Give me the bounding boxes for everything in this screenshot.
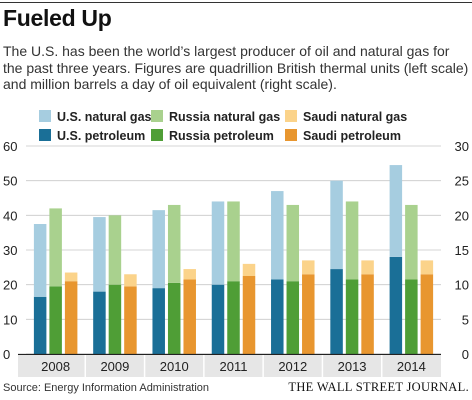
legend-item-us-petroleum: U.S. petroleum [39,129,145,143]
bar-us-natural-gas [389,165,403,257]
left-tick-label: 20 [3,278,17,293]
top-rule [0,2,472,3]
bar-russia-petroleum [108,284,122,354]
left-tick-label: 40 [3,208,17,223]
chart-subtitle: The U.S. has been the world’s largest pr… [3,43,469,92]
bar-us-natural-gas [152,210,165,289]
left-tick-label: 30 [3,243,17,258]
x-tick-label: 2011 [220,359,248,374]
bar-russia-natural-gas [167,204,181,283]
bar-us-petroleum [271,279,284,354]
bar-saudi-natural-gas [420,260,434,275]
legend-item-us-gas: U.S. natural gas [39,110,151,124]
left-tick-label: 10 [3,312,17,327]
bar-us-petroleum [93,291,106,354]
right-tick-label: 5 [462,312,469,327]
legend-label: Saudi natural gas [303,110,408,124]
left-tick-label: 60 [3,139,17,154]
bar-saudi-natural-gas [124,274,137,287]
bar-russia-natural-gas [108,215,122,285]
bar-russia-petroleum [167,282,181,354]
bar-saudi-petroleum [242,276,256,354]
x-tick-label: 2009 [100,359,129,374]
chart-title: Fueled Up [3,5,112,31]
legend-label: Russia petroleum [169,129,274,143]
bar-us-petroleum [211,284,225,354]
x-tick-label: 2008 [41,359,70,374]
right-tick-label: 15 [455,243,469,258]
legend-item-saudi-gas: Saudi natural gas [285,110,407,124]
bar-russia-natural-gas [405,204,418,280]
x-tick-label: 2010 [160,359,189,374]
legend-swatch [285,110,297,122]
legend-label: U.S. petroleum [57,129,146,143]
legend-item-russia-petroleum: Russia petroleum [151,129,274,143]
bar-saudi-natural-gas [242,263,256,276]
bar-russia-natural-gas [49,208,62,287]
legend-item-russia-gas: Russia natural gas [151,110,280,124]
bar-russia-petroleum [286,281,300,354]
bar-russia-petroleum [345,279,359,354]
x-tick-label: 2013 [338,359,367,374]
bar-saudi-petroleum [361,274,374,354]
bar-saudi-petroleum [420,274,434,354]
bar-russia-natural-gas [286,204,300,282]
right-tick-label: 0 [462,347,469,362]
bar-us-natural-gas [33,224,47,297]
bar-saudi-petroleum [302,274,315,354]
legend-swatch [39,110,51,122]
legend-label: Saudi petroleum [303,129,401,143]
legend-item-saudi-petroleum: Saudi petroleum [285,129,401,143]
bar-us-natural-gas [93,217,106,292]
left-tick-label: 0 [3,347,10,362]
bar-russia-natural-gas [345,201,359,280]
bar-saudi-petroleum [124,286,137,354]
bar-russia-petroleum [405,279,418,354]
publisher-logo: THE WALL STREET JOURNAL. [288,380,469,394]
left-tick-label: 50 [3,174,17,189]
legend: U.S. natural gas Russia natural gas Saud… [39,108,469,148]
bar-us-petroleum [389,256,403,354]
bar-saudi-natural-gas [361,260,374,275]
bar-saudi-natural-gas [302,260,315,275]
bar-us-petroleum [330,269,343,354]
legend-label: Russia natural gas [169,110,281,124]
bar-saudi-petroleum [64,281,78,354]
right-tick-label: 10 [455,278,469,293]
x-axis-band [18,355,441,377]
bar-saudi-natural-gas [64,272,78,282]
bar-saudi-petroleum [183,279,196,354]
legend-swatch [285,129,297,141]
bar-saudi-natural-gas [183,269,196,280]
bar-us-natural-gas [271,191,284,280]
bar-us-natural-gas [211,201,225,285]
legend-swatch [39,129,51,141]
source-note: Source: Energy Information Administratio… [3,382,210,394]
legend-swatch [151,129,163,141]
bar-russia-petroleum [49,286,62,354]
legend-label: U.S. natural gas [57,110,152,124]
x-tick-label: 2012 [278,359,307,374]
x-tick-label: 2014 [397,359,426,374]
right-tick-label: 25 [455,174,469,189]
bar-russia-petroleum [227,281,240,354]
right-tick-label: 30 [455,139,469,154]
legend-swatch [151,110,163,122]
bar-us-petroleum [152,288,165,354]
bar-us-natural-gas [330,180,343,270]
bar-us-petroleum [33,296,47,354]
bar-russia-natural-gas [227,201,240,282]
right-tick-label: 20 [455,208,469,223]
